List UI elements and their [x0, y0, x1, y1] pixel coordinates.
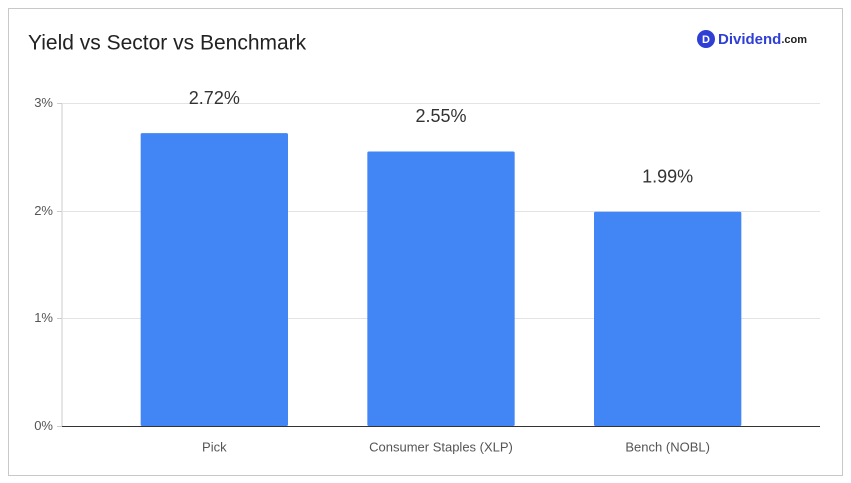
- x-tick-label: Consumer Staples (XLP): [369, 439, 513, 454]
- y-tick-label: 0%: [34, 418, 53, 433]
- value-label: 2.72%: [189, 88, 240, 108]
- logo-text: Dividend.com: [718, 31, 807, 48]
- y-tick-label: 1%: [34, 310, 53, 325]
- logo-suffix: .com: [781, 34, 807, 46]
- x-tick-label: Bench (NOBL): [625, 439, 710, 454]
- y-tick-label: 3%: [34, 95, 53, 110]
- logo-icon: D: [702, 34, 710, 46]
- value-label: 1.99%: [642, 166, 693, 186]
- chart-title: Yield vs Sector vs Benchmark: [28, 32, 307, 55]
- bar: [367, 151, 515, 426]
- logo-name: Dividend: [718, 31, 781, 48]
- bar: [594, 211, 742, 426]
- bar: [140, 133, 288, 426]
- logo: D Dividend.com: [697, 30, 807, 48]
- y-tick-label: 2%: [34, 203, 53, 218]
- logo-badge: [697, 30, 715, 48]
- x-tick-label: Pick: [202, 439, 227, 454]
- value-label: 2.55%: [415, 106, 466, 126]
